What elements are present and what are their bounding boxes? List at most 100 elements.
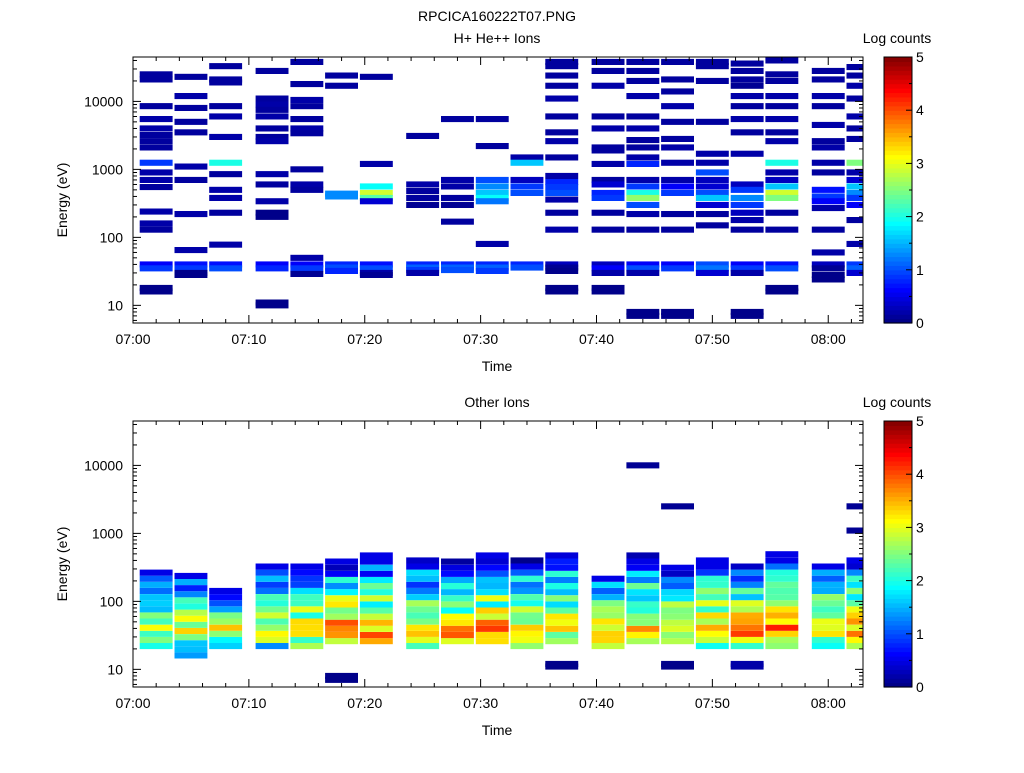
colorbar-tick-label: 4 bbox=[916, 466, 924, 482]
colorbar-segment bbox=[884, 540, 912, 546]
heatmap-cell bbox=[730, 643, 764, 650]
heatmap-cell bbox=[591, 587, 625, 594]
heatmap-cell bbox=[846, 189, 863, 196]
heatmap-cell bbox=[545, 267, 579, 274]
heatmap-cell bbox=[545, 607, 579, 614]
x-tick-label: 07:00 bbox=[115, 695, 150, 711]
heatmap-cell bbox=[325, 564, 358, 571]
heatmap-cell bbox=[139, 184, 173, 191]
heatmap-cell bbox=[475, 189, 509, 196]
heatmap-cell bbox=[209, 636, 243, 643]
heatmap-cell bbox=[510, 563, 544, 570]
heatmap-cell bbox=[626, 183, 660, 190]
heatmap-cell bbox=[255, 581, 289, 588]
heatmap-cell bbox=[591, 643, 625, 650]
colorbar-segment bbox=[884, 673, 912, 679]
heatmap-cell bbox=[255, 302, 289, 309]
heatmap-cell bbox=[325, 676, 358, 683]
heatmap-cell bbox=[475, 194, 509, 201]
heatmap-cell bbox=[545, 95, 579, 102]
heatmap-cell bbox=[174, 621, 208, 628]
heatmap-cell bbox=[591, 612, 625, 619]
heatmap-cell bbox=[359, 189, 393, 196]
heatmap-cell bbox=[510, 189, 544, 196]
heatmap-cell bbox=[545, 558, 579, 565]
heatmap-cell bbox=[626, 552, 660, 559]
colorbar-segment bbox=[884, 638, 912, 644]
heatmap-cell bbox=[765, 194, 799, 201]
heatmap-cells bbox=[139, 57, 863, 319]
heatmap-cell bbox=[730, 630, 764, 637]
heatmap-cell bbox=[695, 150, 729, 157]
heatmap-cell bbox=[765, 209, 799, 216]
heatmap-cell bbox=[846, 503, 863, 510]
heatmap-cell bbox=[730, 581, 764, 588]
x-tick-label: 08:00 bbox=[811, 331, 846, 347]
heatmap-cell bbox=[695, 77, 729, 84]
heatmap-cell bbox=[695, 194, 729, 201]
heatmap-cell bbox=[359, 625, 393, 632]
heatmap-cell bbox=[441, 116, 474, 123]
heatmap-cell bbox=[209, 630, 243, 637]
colorbar-segment bbox=[884, 79, 912, 85]
heatmap-cell bbox=[626, 625, 660, 632]
heatmap-cell bbox=[730, 129, 764, 136]
heatmap-cell bbox=[661, 663, 694, 670]
heatmap-cell bbox=[846, 169, 863, 176]
heatmap-cell bbox=[441, 218, 474, 225]
heatmap-cell bbox=[174, 634, 208, 641]
heatmap-cell bbox=[174, 261, 208, 268]
heatmap-cell bbox=[591, 269, 625, 276]
colorbar-segment bbox=[884, 252, 912, 258]
heatmap-cell bbox=[255, 138, 289, 145]
heatmap-cell bbox=[406, 624, 440, 631]
heatmap-cell bbox=[255, 95, 289, 102]
heatmap-cell bbox=[730, 261, 764, 268]
colorbar-segment bbox=[884, 438, 912, 444]
heatmap-cell bbox=[359, 638, 393, 645]
heatmap-cell bbox=[765, 116, 799, 123]
heatmap-cell bbox=[730, 82, 764, 89]
heatmap-cell bbox=[626, 261, 660, 268]
heatmap-cell bbox=[591, 189, 625, 196]
colorbar-segment bbox=[884, 607, 912, 613]
heatmap-cell bbox=[255, 624, 289, 631]
y-tick-label: 10 bbox=[107, 297, 123, 313]
heatmap-cell bbox=[765, 176, 799, 183]
heatmap-cell bbox=[174, 585, 208, 592]
heatmap-cell bbox=[290, 130, 324, 137]
heatmap-cell bbox=[139, 594, 173, 601]
heatmap-cell bbox=[695, 569, 729, 576]
heatmap-cell bbox=[730, 265, 764, 272]
colorbar-segment bbox=[884, 496, 912, 502]
heatmap-cell bbox=[441, 261, 474, 268]
heatmap-cell bbox=[730, 663, 764, 670]
x-tick-label: 07:50 bbox=[695, 331, 730, 347]
colorbar-segment bbox=[884, 194, 912, 200]
y-tick-label: 10000 bbox=[84, 93, 123, 109]
heatmap-cell bbox=[730, 312, 764, 319]
heatmap-cell bbox=[765, 103, 799, 110]
heatmap-cell bbox=[661, 176, 694, 183]
heatmap-cell bbox=[846, 64, 863, 71]
heatmap-cell bbox=[695, 575, 729, 582]
heatmap-cell bbox=[441, 564, 474, 571]
colorbar-segment bbox=[884, 260, 912, 266]
heatmap-cell bbox=[661, 76, 694, 83]
heatmap-cell bbox=[139, 261, 173, 268]
heatmap-cell bbox=[626, 265, 660, 272]
heatmap-cell bbox=[811, 76, 845, 83]
heatmap-cell bbox=[174, 247, 208, 254]
heatmap-cell bbox=[811, 612, 845, 619]
colorbar-segment bbox=[884, 296, 912, 302]
plot-axes: 07:00 07:10 07:20 07:30 07:40 07:50 08:00 10 100… bbox=[84, 420, 864, 711]
heatmap-cell bbox=[626, 226, 660, 233]
heatmap-cell bbox=[475, 198, 509, 205]
heatmap-cell bbox=[406, 600, 440, 607]
heatmap-cell bbox=[626, 632, 660, 639]
heatmap-cell bbox=[811, 643, 845, 650]
colorbar-segment bbox=[884, 567, 912, 573]
heatmap-cell bbox=[255, 618, 289, 625]
heatmap-cell bbox=[811, 569, 845, 576]
heatmap-cell bbox=[325, 570, 358, 577]
